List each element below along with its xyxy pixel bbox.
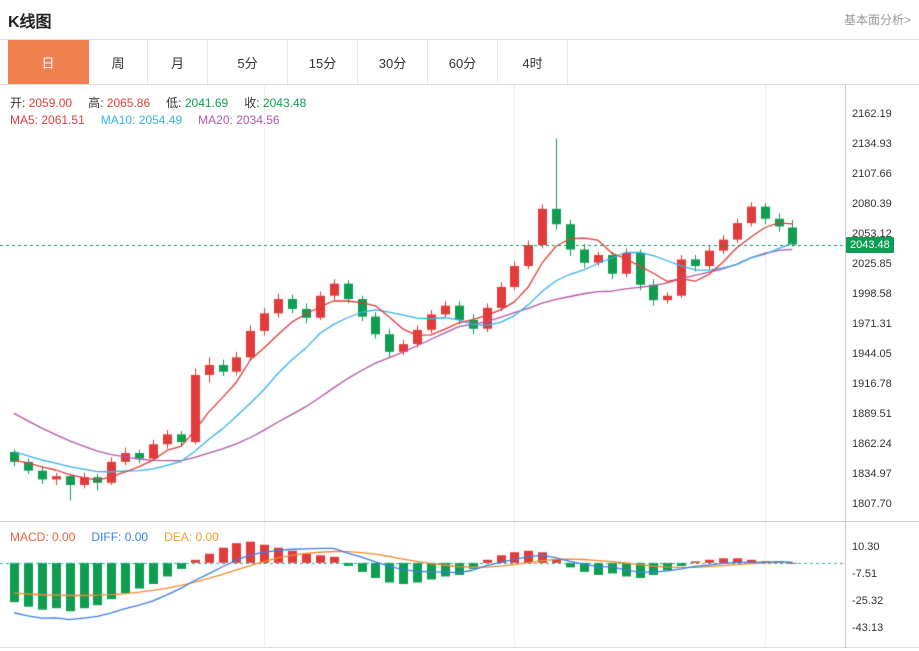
low-value: 2041.69 [184, 96, 229, 110]
tab-5min[interactable]: 5分 [208, 40, 288, 84]
macd-axis-label: -43.13 [852, 622, 884, 635]
ma20-label: MA20: [198, 113, 233, 127]
main-chart-canvas[interactable] [0, 85, 845, 521]
macd-axis-label: -7.51 [852, 568, 878, 581]
high-label: 高: [88, 96, 104, 110]
ma-legend: MA5: 2061.51 MA10: 2054.49 MA20: 2034.56 [10, 113, 280, 127]
price-axis-label: 1807.70 [852, 498, 892, 510]
tab-4hour[interactable]: 4时 [498, 40, 568, 84]
tab-week[interactable]: 周 [89, 40, 148, 84]
last-price-tag: 2043.48 [846, 236, 894, 253]
macd-legend: MACD: 0.00 DIFF: 0.00 DEA: 0.00 [10, 530, 219, 544]
macd-axis-label: -25.32 [852, 595, 884, 608]
price-axis-label: 1998.58 [852, 288, 892, 300]
axis-divider [845, 85, 846, 648]
price-axis-label: 1916.78 [852, 377, 892, 390]
macd-axis: 10.30 -7.51 -25.32 -43.13 [846, 522, 919, 648]
header: K线图 基本面分析> [0, 0, 919, 40]
dea-value: 0.00 [195, 530, 219, 544]
ma10-value: 2054.49 [138, 113, 183, 127]
close-value: 2043.48 [262, 96, 307, 110]
page-title: K线图 [8, 13, 52, 31]
price-axis-label: 2080.39 [852, 197, 892, 210]
price-axis: 2162.19 2134.93 2107.66 2080.39 2053.12 2025.… [846, 85, 919, 521]
low-label: 低: [166, 96, 182, 110]
tab-15min[interactable]: 15分 [288, 40, 358, 84]
ma10-label: MA10: [100, 113, 136, 127]
price-axis-label: 1834.97 [852, 468, 892, 480]
ma5-value: 2061.51 [41, 113, 85, 127]
tab-30min[interactable]: 30分 [358, 40, 428, 84]
diff-label: DIFF: [91, 530, 122, 544]
dea-label: DEA: [164, 530, 193, 544]
price-axis-label: 1889.51 [852, 407, 892, 420]
price-axis-label: 1971.31 [852, 318, 892, 330]
panel-separator [0, 521, 919, 522]
fundamental-analysis-link[interactable]: 基本面分析> [843, 13, 911, 27]
open-label: 开: [10, 96, 26, 110]
tab-day[interactable]: 日 [8, 40, 89, 84]
price-axis-label: 2162.19 [852, 108, 892, 120]
price-axis-label: 2134.93 [852, 137, 892, 150]
high-value: 2065.86 [106, 96, 151, 110]
price-axis-label: 1944.05 [852, 347, 892, 360]
macd-chart-canvas[interactable] [0, 522, 845, 648]
diff-value: 0.00 [124, 530, 149, 544]
macd-axis-label: 10.30 [852, 541, 880, 554]
price-axis-label: 2025.85 [852, 257, 892, 270]
macd-value: 0.00 [52, 530, 76, 544]
close-label: 收: [244, 96, 260, 110]
ma20-value: 2034.56 [236, 113, 280, 127]
ohlc-legend: 开: 2059.00 高: 2065.86 低: 2041.69 收: 2043… [10, 94, 306, 111]
chart-area: 开: 2059.00 高: 2065.86 低: 2041.69 收: 2043… [0, 85, 919, 648]
price-axis-label: 1862.24 [852, 437, 892, 450]
tab-month[interactable]: 月 [148, 40, 208, 84]
tab-60min[interactable]: 60分 [428, 40, 498, 84]
macd-label: MACD: [10, 530, 49, 544]
ma5-label: MA5: [10, 113, 39, 127]
open-value: 2059.00 [28, 96, 73, 110]
timeframe-tabbar: 日 周 月 5分 15分 30分 60分 4时 [0, 40, 919, 85]
price-axis-label: 2107.66 [852, 167, 892, 180]
